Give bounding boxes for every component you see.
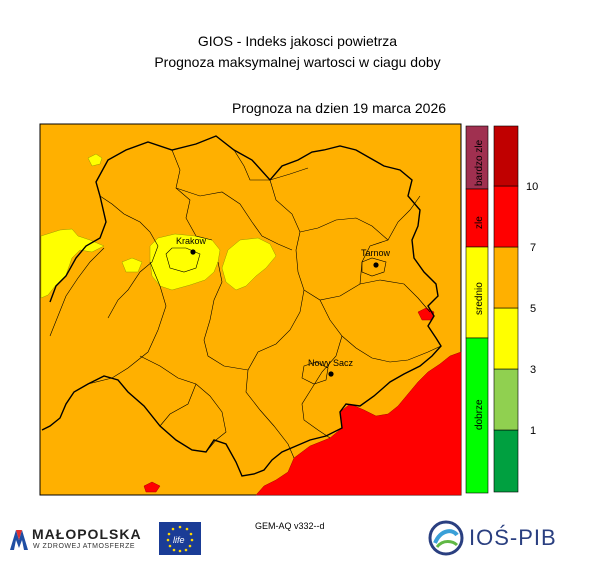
scale-tick: 5: [530, 303, 536, 315]
ios-pib-name: IOŚ-PIB: [469, 525, 557, 551]
city-marker: [328, 371, 333, 376]
category-label-dobrze: dobrze: [474, 399, 485, 430]
category-label-zle: zle: [474, 216, 485, 229]
scale-tick: 7: [530, 242, 536, 254]
eu-life-flag-icon: life: [159, 522, 201, 555]
scale-segment: [494, 308, 518, 369]
scale-segment: [494, 369, 518, 430]
city-label-nowy-sacz: Nowy Sacz: [308, 358, 354, 368]
malopolska-tagline: W ZDROWEJ ATMOSFERZE: [33, 543, 135, 550]
malopolska-logo: MAŁOPOLSKA W ZDROWEJ ATMOSFERZE: [8, 522, 158, 558]
city-marker: [373, 262, 378, 267]
model-version: GEM-AQ v332--d: [255, 521, 325, 531]
malopolska-mark-icon: [8, 526, 30, 552]
category-legend: bardzo zle zle srednio dobrze: [466, 126, 488, 493]
category-label-srednio: srednio: [474, 282, 485, 315]
value-scale: 1 3 5 7 10: [494, 126, 538, 492]
category-label-bardzo-zle: bardzo zle: [474, 139, 485, 186]
scale-segment: [494, 126, 518, 186]
eu-life-label: life: [173, 535, 185, 545]
city-marker: [190, 249, 195, 254]
scale-segment: [494, 247, 518, 308]
city-label-tarnow: Tarnow: [361, 248, 391, 258]
malopolska-name: MAŁOPOLSKA: [32, 526, 142, 542]
scale-segment: [494, 430, 518, 492]
scale-tick: 1: [530, 425, 536, 437]
ios-pib-logo: IOŚ-PIB: [427, 517, 577, 559]
city-label-krakow: Krakow: [176, 236, 207, 246]
ios-pib-mark-icon: [427, 519, 465, 557]
scale-segment: [494, 186, 518, 247]
scale-tick: 3: [530, 364, 536, 376]
scale-tick: 10: [526, 181, 538, 193]
